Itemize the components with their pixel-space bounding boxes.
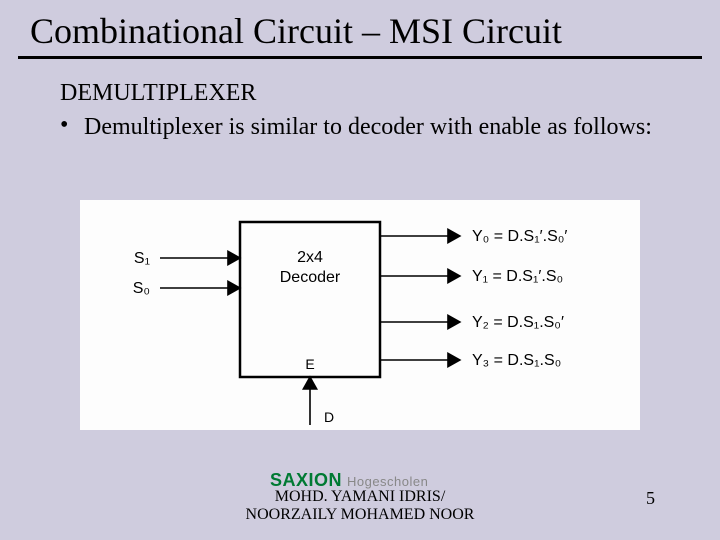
- page-title: Combinational Circuit – MSI Circuit: [30, 10, 562, 52]
- svg-text:2x4: 2x4: [297, 249, 323, 266]
- footer-line1: MOHD. YAMANI IDRIS/: [275, 488, 446, 505]
- bullet-marker: •: [60, 112, 84, 142]
- logo-sub: Hogescholen: [347, 474, 428, 489]
- svg-text:Y₀ = D.S₁′.S₀′: Y₀ = D.S₁′.S₀′: [472, 228, 567, 245]
- svg-text:Y₂ = D.S₁.S₀′: Y₂ = D.S₁.S₀′: [472, 314, 564, 331]
- svg-text:Y₁ = D.S₁′.S₀: Y₁ = D.S₁′.S₀: [472, 268, 563, 285]
- svg-text:Y₃ = D.S₁.S₀: Y₃ = D.S₁.S₀: [472, 352, 561, 369]
- page-number: 5: [646, 488, 655, 509]
- svg-text:S₁: S₁: [134, 250, 150, 267]
- demux-diagram: 2x4 Decoder E S₁ S₀ D Y₀ = D.S₁′.S₀′ Y₁ = D.S₁′…: [80, 200, 640, 430]
- footer-credit: MOHD. YAMANI IDRIS/ NOORZAILY MOHAMED NO…: [0, 488, 720, 524]
- section-heading: DEMULTIPLEXER: [60, 80, 256, 107]
- logo-brand: SAXION: [270, 470, 342, 490]
- footer-line2: NOORZAILY MOHAMED NOOR: [246, 506, 475, 523]
- bullet-item: • Demultiplexer is similar to decoder wi…: [60, 112, 670, 142]
- svg-text:Decoder: Decoder: [280, 269, 341, 286]
- title-underline: [18, 56, 702, 59]
- svg-text:D: D: [324, 409, 334, 425]
- bullet-text: Demultiplexer is similar to decoder with…: [84, 112, 670, 142]
- svg-text:S₀: S₀: [133, 280, 150, 297]
- diagram-svg: 2x4 Decoder E S₁ S₀ D Y₀ = D.S₁′.S₀′ Y₁ = D.S₁′…: [80, 200, 640, 430]
- svg-text:E: E: [305, 356, 314, 372]
